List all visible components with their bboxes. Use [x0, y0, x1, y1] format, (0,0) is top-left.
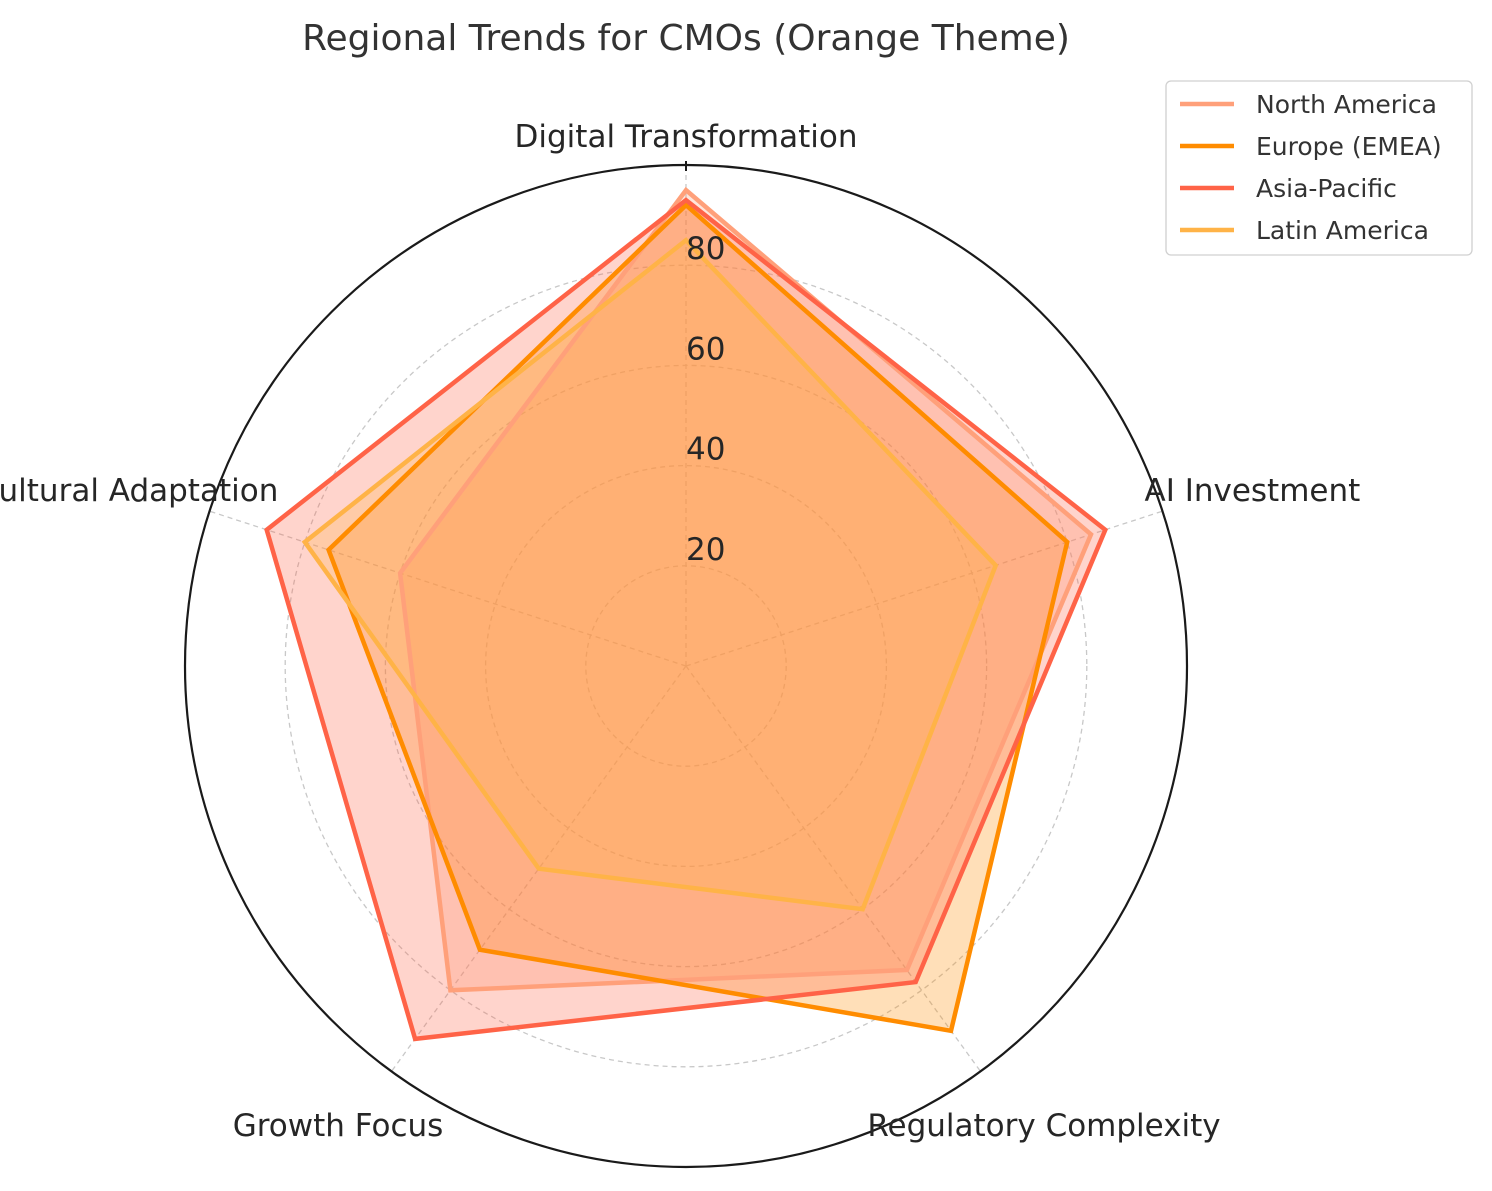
radial-tick-labels: 20 40 60 80: [686, 231, 725, 568]
category-label-4: Cultural Adaptation: [0, 473, 278, 509]
legend-box: [1165, 80, 1473, 256]
grid-spoke-2: [685, 665, 982, 1072]
legend-label-3: Latin America: [1256, 216, 1429, 245]
series-fill-1: [328, 205, 1068, 1031]
series-line-3: [301, 237, 999, 912]
radial-tick-label-0: 20: [686, 532, 725, 568]
category-labels: Digital Transformation AI Investment Regul…: [0, 119, 1360, 1144]
grid-spoke-1: [685, 510, 1163, 667]
chart-title: Regional Trends for CMOs (Orange Theme): [302, 18, 1070, 59]
grid-circle-1: [484, 464, 888, 868]
category-label-1: AI Investment: [1145, 473, 1361, 509]
series-line-1: [325, 202, 1070, 1034]
series-lines: [264, 186, 1109, 1042]
grid-spoke-4: [209, 510, 687, 667]
radar-grid: [183, 161, 1189, 1169]
legend-label-1: Europe (EMEA): [1256, 132, 1442, 161]
grid-circle-3: [284, 264, 1088, 1068]
series-line-2: [264, 197, 1109, 1042]
legend: North America Europe (EMEA) Asia-Pacific La…: [1165, 80, 1473, 256]
category-label-2: Regulatory Complexity: [867, 1108, 1220, 1144]
legend-label-2: Asia-Pacific: [1256, 174, 1397, 203]
category-label-3: Growth Focus: [233, 1108, 444, 1144]
category-label-0: Digital Transformation: [515, 119, 858, 155]
radial-tick-label-3: 80: [686, 231, 725, 267]
grid-spoke-3: [390, 665, 687, 1072]
legend-label-0: North America: [1256, 90, 1437, 119]
radial-tick-label-2: 60: [686, 331, 725, 367]
series-line-0: [397, 186, 1094, 993]
radial-tick-label-1: 40: [686, 432, 725, 468]
